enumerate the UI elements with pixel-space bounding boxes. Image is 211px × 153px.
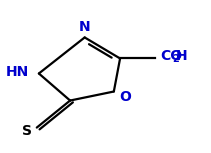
Text: HN: HN — [5, 65, 29, 79]
Text: H: H — [176, 49, 188, 63]
Text: CO: CO — [161, 49, 183, 63]
Text: N: N — [79, 20, 91, 34]
Text: S: S — [22, 124, 32, 138]
Text: 2: 2 — [172, 54, 179, 64]
Text: O: O — [119, 90, 131, 104]
